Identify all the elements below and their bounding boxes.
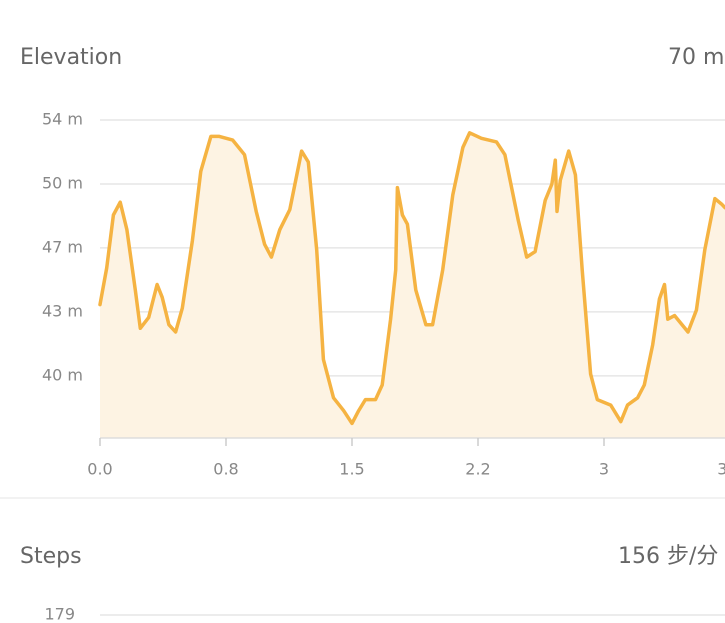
x-tick-label: 1.5 <box>339 460 364 479</box>
summary-value: 156 步/分 <box>618 544 718 569</box>
x-tick-label: 2.2 <box>465 460 490 479</box>
x-tick-label: 0.8 <box>213 460 238 479</box>
y-tick-label: 47 m <box>42 237 83 256</box>
y-tick-label: 54 m <box>42 110 83 129</box>
chart-title: Elevation <box>20 45 122 70</box>
y-tick-label: 43 m <box>42 301 83 320</box>
y-tick-label: 50 m <box>42 173 83 192</box>
y-tick-label: 179 <box>44 605 75 623</box>
y-tick-label: 40 m <box>42 365 83 384</box>
chart-title: Steps <box>20 544 82 569</box>
summary-value: 70 m <box>668 45 724 70</box>
area-fill <box>100 132 725 439</box>
x-tick-label: 3 <box>599 460 609 479</box>
line <box>98 131 725 426</box>
x-tick-label: 0.0 <box>87 460 112 479</box>
x-tick-label: 3.7 <box>717 460 725 479</box>
